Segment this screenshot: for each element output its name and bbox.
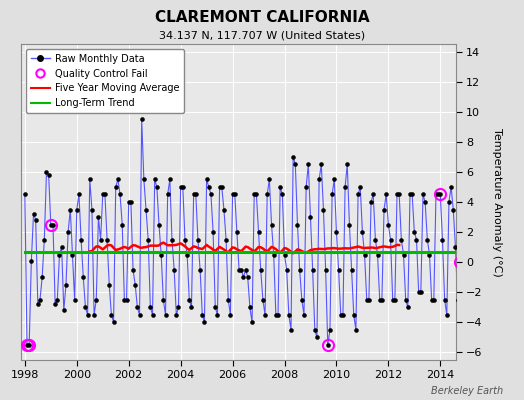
Text: 34.137 N, 117.707 W (United States): 34.137 N, 117.707 W (United States) — [159, 30, 365, 40]
Y-axis label: Temperature Anomaly (°C): Temperature Anomaly (°C) — [492, 128, 502, 276]
Text: CLAREMONT CALIFORNIA: CLAREMONT CALIFORNIA — [155, 10, 369, 25]
Legend: Raw Monthly Data, Quality Control Fail, Five Year Moving Average, Long-Term Tren: Raw Monthly Data, Quality Control Fail, … — [26, 49, 184, 113]
Text: Berkeley Earth: Berkeley Earth — [431, 386, 503, 396]
